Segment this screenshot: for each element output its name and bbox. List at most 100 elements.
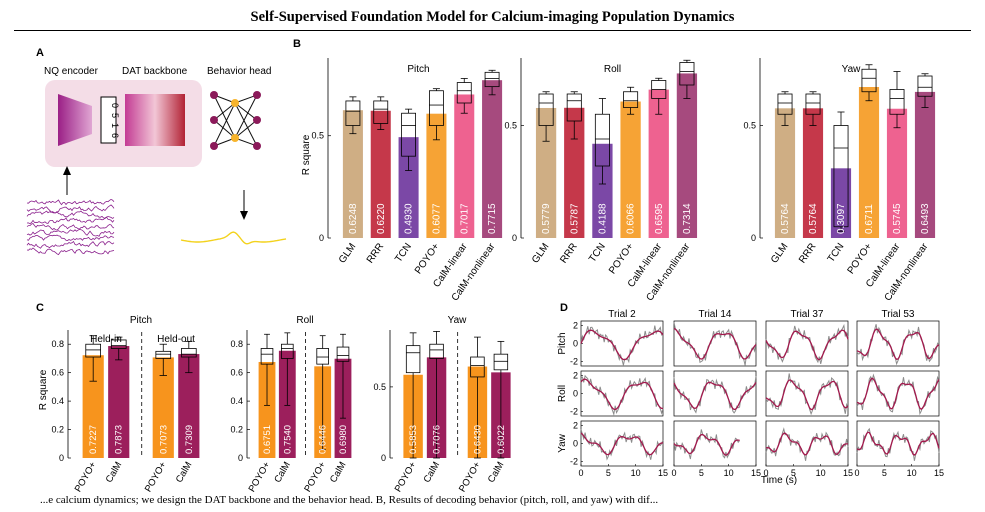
category-label: POYO+ — [393, 460, 419, 494]
bar-value-label: 0.4930 — [404, 203, 415, 234]
trial-title: Trial 14 — [699, 309, 732, 320]
trace-axes — [580, 320, 664, 367]
y-tick-label: 2 — [573, 321, 578, 331]
panel-a-label: A — [36, 47, 44, 59]
predicted-trace — [856, 328, 940, 361]
y-tick-label: 0 — [59, 453, 64, 463]
network-node — [231, 134, 239, 142]
bar — [592, 143, 613, 238]
input-arrow-head — [63, 166, 71, 175]
x-tick-label: 0 — [854, 468, 859, 478]
trace-axes — [673, 370, 757, 417]
iqr-box — [470, 356, 485, 378]
category-label: POYO+ — [247, 460, 273, 494]
predicted-trace — [673, 434, 740, 456]
trace-axes — [856, 420, 940, 467]
true-trace — [765, 427, 849, 461]
y-tick-label: 0.5 — [373, 382, 386, 392]
category-label: CalM — [174, 460, 195, 485]
category-label: GLM — [769, 241, 790, 265]
bar — [676, 73, 698, 238]
bar-value-label: 0.6446 — [318, 425, 329, 454]
x-tick-label: 10 — [907, 468, 917, 478]
network-node — [210, 116, 218, 124]
category-label: CalM — [272, 460, 293, 485]
iqr-box — [401, 112, 416, 157]
held-out-label: Held-out — [157, 334, 195, 345]
trial-title: Trial 2 — [608, 309, 636, 320]
behavior-output-trace — [180, 231, 287, 245]
iqr-box — [260, 348, 274, 365]
output-arrow-head — [240, 211, 248, 220]
iqr-box — [889, 89, 905, 115]
chart-b-yaw: 0 0.5 Yaw 0.5764 GLM 0.5764 RRR 0.3097 TCN 0.6711… — [743, 58, 936, 303]
y-tick-label: 0 — [573, 439, 578, 449]
y-tick-label: 0.5 — [504, 121, 517, 131]
behavior-head-network — [210, 91, 261, 150]
bar-value-label: 0.5764 — [780, 203, 791, 234]
iqr-box — [281, 343, 294, 359]
bar-value-label: 0.5745 — [892, 203, 903, 234]
category-label: POYO+ — [457, 460, 483, 494]
iqr-box — [917, 75, 933, 97]
y-tick-label: 0.6 — [230, 368, 243, 378]
network-edge — [213, 119, 236, 139]
x-tick-label: 15 — [751, 468, 761, 478]
bar-value-label: 0.6248 — [348, 203, 359, 234]
bar-value-label: 0.6493 — [920, 203, 931, 234]
panel-a: A NQ encoder DAT backbone Behavior head … — [26, 47, 287, 256]
bar-value-label: 0.3097 — [836, 203, 847, 234]
category-label: CalM — [328, 460, 349, 485]
bar — [108, 346, 130, 458]
bar — [398, 137, 419, 238]
token-digit: 1 — [110, 123, 120, 128]
bar-value-label: 0.5779 — [541, 203, 552, 234]
token-digit: 5 — [110, 113, 120, 118]
bar — [830, 168, 852, 238]
category-label: GLM — [530, 241, 551, 265]
bar — [482, 80, 503, 239]
iqr-box — [181, 348, 197, 358]
iqr-box — [484, 71, 500, 88]
network-edge — [213, 102, 236, 121]
category-label: RRR — [365, 241, 386, 265]
figure-caption: ...e calcium dynamics; we design the DAT… — [40, 494, 659, 506]
chart-b-pitch: 0 0.5 Pitch 0.6248 GLM 0.6220 RRR 0.4930 TCN 0.60… — [311, 58, 503, 303]
bar-value-label: 0.5764 — [808, 203, 819, 234]
x-tick-label: 5 — [699, 468, 704, 478]
bar-value-label: 0.7227 — [88, 425, 99, 454]
network-edge — [213, 94, 236, 139]
calcium-traces — [26, 198, 115, 256]
y-tick-label: 2 — [573, 371, 578, 381]
iqr-box — [538, 93, 554, 126]
iqr-box — [429, 343, 444, 359]
iqr-box — [456, 82, 472, 104]
network-node — [210, 91, 218, 99]
iqr-box — [493, 353, 509, 371]
category-label: TCN — [587, 241, 608, 264]
bar-value-label: 0.6711 — [864, 204, 875, 234]
x-tick-label: 10 — [724, 468, 734, 478]
true-trace — [673, 429, 740, 460]
network-node — [231, 99, 239, 107]
bar-value-label: 0.6066 — [626, 203, 637, 234]
iqr-box — [805, 93, 821, 115]
held-in-label: Held-in — [90, 334, 122, 345]
category-label: CalM — [486, 460, 507, 485]
iqr-box — [336, 346, 350, 362]
trace-axes — [856, 370, 940, 417]
true-trace — [856, 373, 940, 416]
category-label: POYO+ — [413, 241, 442, 276]
figure-title: Self-Supervised Foundation Model for Cal… — [250, 9, 735, 25]
category-label: RRR — [797, 241, 818, 265]
trial-title: Trial 53 — [882, 309, 915, 320]
title-rule — [14, 30, 971, 31]
iqr-box — [345, 100, 361, 126]
category-label: GLM — [337, 241, 358, 265]
calcium-trace — [26, 204, 115, 214]
bar — [454, 94, 475, 238]
category-label: POYO+ — [607, 241, 636, 276]
category-label: POYO+ — [302, 460, 328, 494]
network-edge — [234, 94, 258, 139]
